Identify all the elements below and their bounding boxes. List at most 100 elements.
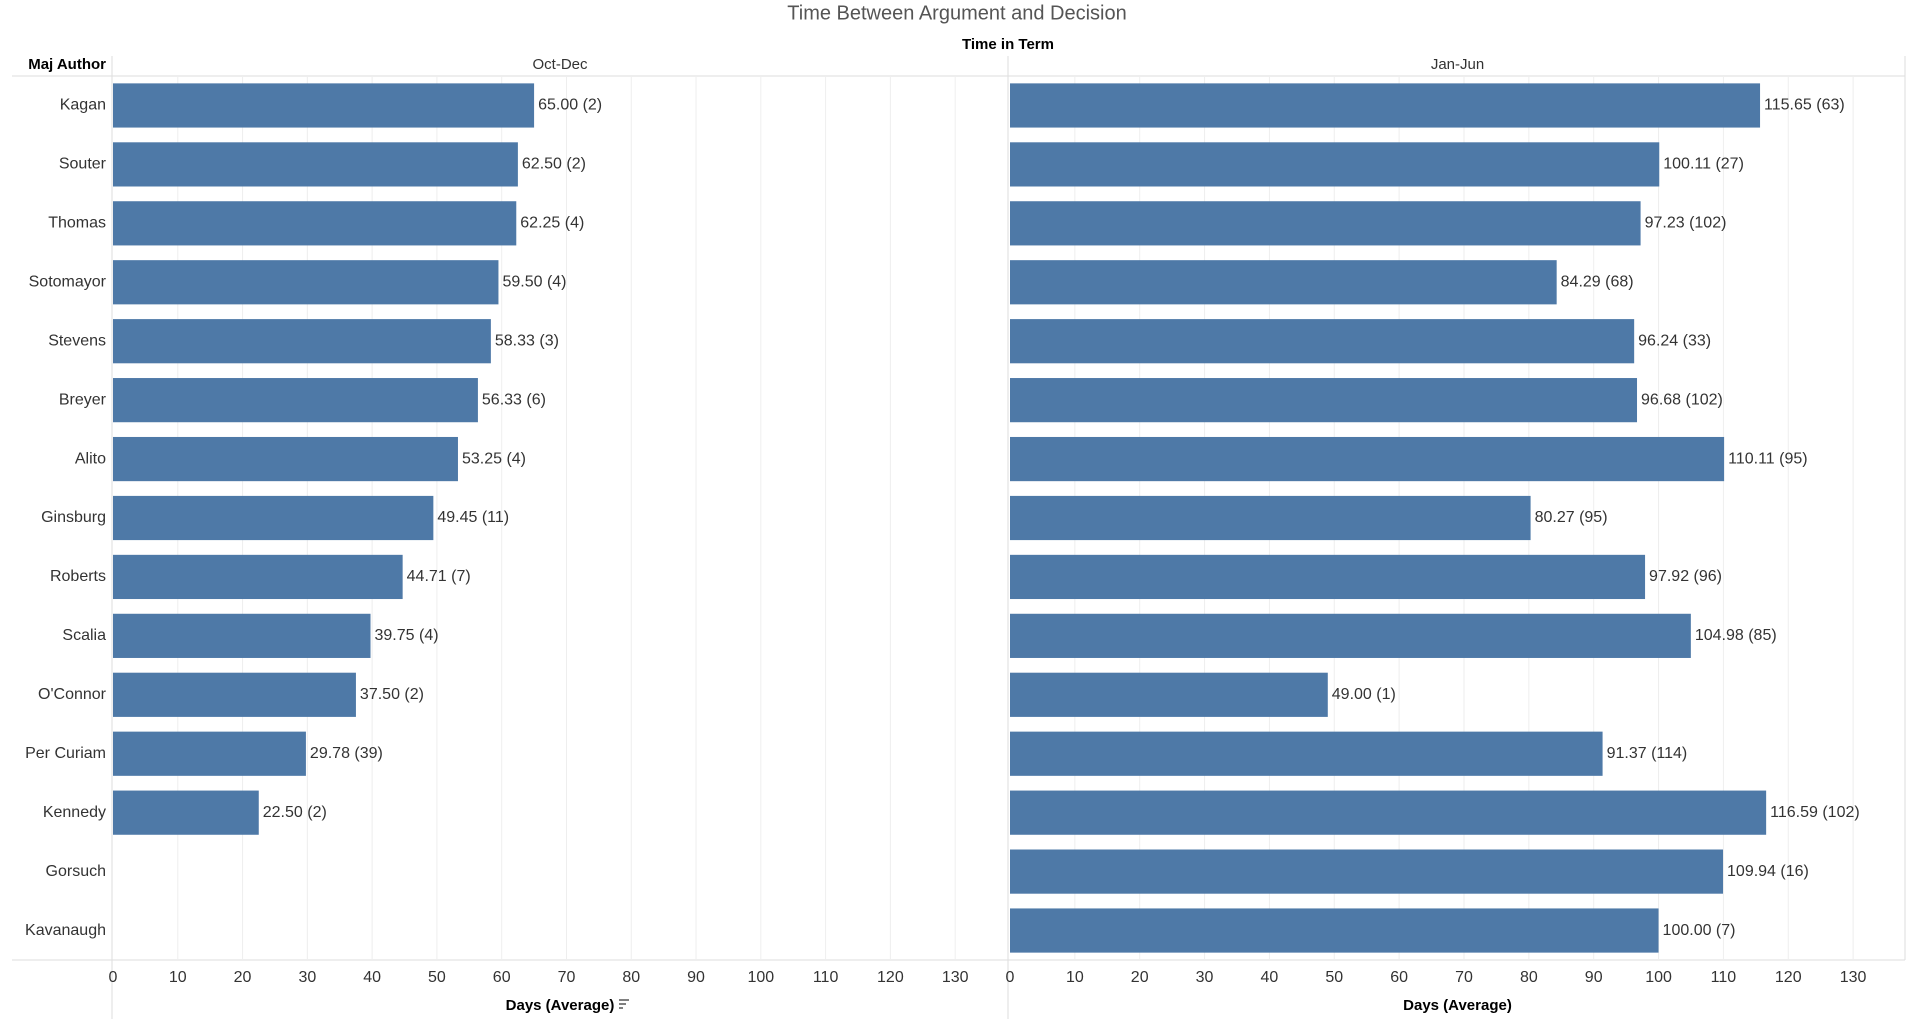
- row-header: Maj Author: [28, 56, 106, 73]
- bar: [113, 201, 517, 246]
- bar: [113, 731, 306, 776]
- sort-icon: [619, 999, 629, 1009]
- bar: [1010, 908, 1659, 953]
- bar: [1010, 83, 1761, 128]
- row-label: Roberts: [50, 568, 106, 585]
- value-label: 97.92 (96): [1649, 568, 1722, 585]
- bar: [1010, 672, 1328, 717]
- value-label: 59.50 (4): [502, 273, 566, 290]
- x-tick-label: 60: [493, 969, 511, 986]
- row-label: Souter: [59, 156, 107, 173]
- x-tick-label: 120: [877, 969, 904, 986]
- value-label: 37.50 (2): [360, 686, 424, 703]
- value-label: 97.23 (102): [1645, 215, 1727, 232]
- row-label: Per Curiam: [25, 745, 106, 762]
- x-tick-label: 120: [1775, 969, 1802, 986]
- x-axis-title: Days (Average): [506, 997, 615, 1014]
- row-label: Gorsuch: [46, 863, 106, 880]
- x-tick-label: 100: [747, 969, 774, 986]
- row-label: Ginsburg: [41, 509, 106, 526]
- x-tick-label: 10: [169, 969, 187, 986]
- bar: [113, 554, 403, 600]
- x-tick-label: 110: [1711, 969, 1737, 986]
- row-label: Alito: [75, 450, 106, 467]
- row-label: Kagan: [60, 97, 106, 114]
- bar: [113, 495, 434, 541]
- row-label: O'Connor: [38, 686, 107, 703]
- value-label: 49.00 (1): [1332, 686, 1396, 703]
- value-label: 65.00 (2): [538, 97, 602, 114]
- x-tick-label: 90: [687, 969, 705, 986]
- bar: [1010, 613, 1691, 658]
- row-label: Breyer: [59, 391, 107, 408]
- bar: [113, 436, 458, 482]
- bar: [113, 790, 259, 835]
- value-label: 96.24 (33): [1638, 332, 1711, 349]
- x-tick-label: 20: [234, 969, 252, 986]
- bar: [113, 378, 478, 423]
- row-label: Kennedy: [43, 804, 106, 821]
- bar: [1010, 790, 1767, 835]
- value-label: 22.50 (2): [263, 804, 327, 821]
- row-label: Kavanaugh: [25, 922, 106, 939]
- value-label: 84.29 (68): [1561, 273, 1634, 290]
- x-tick-label: 0: [109, 969, 118, 986]
- x-tick-label: 130: [942, 969, 969, 986]
- value-label: 49.45 (11): [437, 509, 509, 526]
- x-tick-label: 80: [1520, 969, 1538, 986]
- panel-header: Oct-Dec: [532, 56, 588, 73]
- x-tick-label: 130: [1840, 969, 1867, 986]
- bar: [1010, 849, 1724, 894]
- value-label: 100.11 (27): [1663, 156, 1744, 173]
- x-tick-label: 30: [1196, 969, 1214, 986]
- value-label: 96.68 (102): [1641, 391, 1723, 408]
- x-tick-label: 80: [622, 969, 640, 986]
- value-label: 29.78 (39): [310, 745, 383, 762]
- x-tick-label: 0: [1006, 969, 1015, 986]
- column-header: Time in Term: [962, 36, 1054, 53]
- value-label: 109.94 (16): [1727, 863, 1809, 880]
- x-tick-label: 50: [1325, 969, 1343, 986]
- row-label: Scalia: [62, 627, 106, 644]
- x-axis-title: Days (Average): [1403, 997, 1512, 1014]
- value-label: 58.33 (3): [495, 332, 559, 349]
- bar: [1010, 731, 1603, 776]
- value-label: 80.27 (95): [1535, 509, 1608, 526]
- bar: [113, 672, 356, 717]
- bar: [113, 613, 371, 658]
- x-tick-label: 70: [1455, 969, 1473, 986]
- bar: [1010, 142, 1660, 187]
- bar: [113, 260, 499, 305]
- x-tick-label: 20: [1131, 969, 1149, 986]
- value-label: 116.59 (102): [1770, 804, 1860, 821]
- x-tick-label: 50: [428, 969, 446, 986]
- bar: [1010, 319, 1635, 364]
- x-tick-label: 90: [1585, 969, 1603, 986]
- value-label: 39.75 (4): [375, 627, 439, 644]
- x-tick-label: 30: [298, 969, 316, 986]
- bar: [1010, 378, 1638, 423]
- bar: [1010, 436, 1725, 482]
- bar: [1010, 260, 1557, 305]
- value-label: 62.50 (2): [522, 156, 586, 173]
- bar: [1010, 495, 1531, 541]
- row-label: Thomas: [48, 215, 106, 232]
- value-label: 100.00 (7): [1663, 922, 1736, 939]
- row-label: Sotomayor: [29, 273, 107, 290]
- value-label: 62.25 (4): [520, 215, 584, 232]
- bar: [1010, 201, 1641, 246]
- x-tick-label: 110: [813, 969, 839, 986]
- x-tick-label: 40: [363, 969, 381, 986]
- panel-header: Jan-Jun: [1431, 56, 1484, 73]
- x-tick-label: 100: [1645, 969, 1672, 986]
- bar: [113, 83, 535, 128]
- value-label: 115.65 (63): [1764, 97, 1845, 114]
- value-label: 110.11 (95): [1728, 450, 1807, 467]
- value-label: 91.37 (114): [1607, 745, 1688, 762]
- row-label: Stevens: [48, 332, 106, 349]
- bar: [113, 319, 491, 364]
- bar: [1010, 554, 1646, 600]
- x-tick-label: 10: [1066, 969, 1084, 986]
- bar: [113, 142, 518, 187]
